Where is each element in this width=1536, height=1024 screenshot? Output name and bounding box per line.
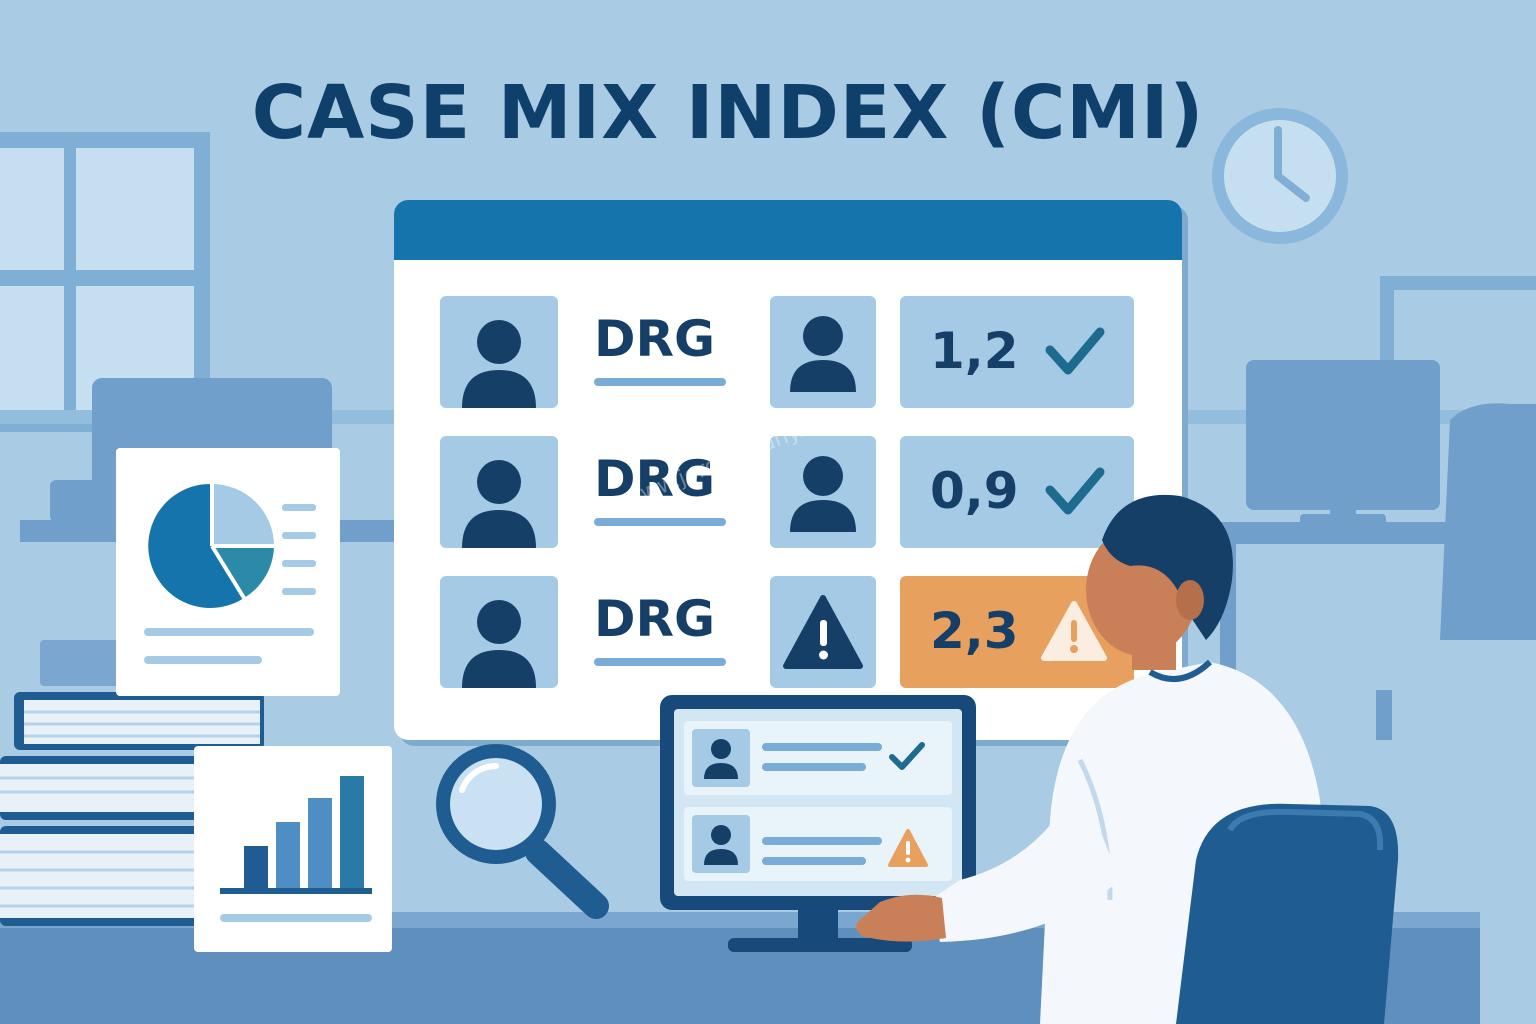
cmi-value-tile: 1,2 xyxy=(900,296,1134,408)
cmi-value-tile: 0,9 xyxy=(900,436,1134,548)
page-title: CASE MIX INDEX (CMI) xyxy=(251,70,1205,156)
person-icon xyxy=(704,739,738,779)
desktop-monitor xyxy=(660,695,976,910)
person-icon xyxy=(704,825,738,865)
drg-label: DRG xyxy=(594,310,716,368)
person-icon xyxy=(790,456,856,532)
patient-avatar xyxy=(440,436,558,548)
cmi-value: 2,3 xyxy=(930,602,1019,660)
background-chair xyxy=(1440,403,1536,640)
row-status-tile xyxy=(770,436,876,548)
person-icon xyxy=(790,316,856,392)
person-icon xyxy=(462,600,536,688)
text-placeholder-line xyxy=(594,658,726,666)
warning-icon xyxy=(783,595,863,669)
drg-row: DRG 1,2 xyxy=(440,296,1140,408)
monitor-row-graphics xyxy=(692,815,928,873)
row-status-tile xyxy=(770,576,876,688)
drg-label: DRG xyxy=(594,450,716,508)
drg-label: DRG xyxy=(594,590,716,648)
patient-avatar xyxy=(440,576,558,688)
row-status-tile xyxy=(770,296,876,408)
check-icon xyxy=(1045,467,1105,515)
dashboard-header-bar xyxy=(394,200,1182,260)
monitor-screen xyxy=(674,709,962,896)
clock-icon xyxy=(1212,108,1348,244)
monitor-record-row xyxy=(684,807,952,881)
background-monitor-right xyxy=(1246,360,1440,510)
person-icon xyxy=(462,320,536,408)
warning-icon xyxy=(888,829,928,867)
check-icon xyxy=(1045,327,1105,375)
text-placeholder-line xyxy=(594,518,726,526)
check-icon xyxy=(889,742,925,770)
drg-row: DRG 2,3 xyxy=(440,576,1140,688)
text-placeholder-line xyxy=(594,378,726,386)
drg-row: DRG 0,9 xyxy=(440,436,1140,548)
monitor-row-graphics xyxy=(692,729,925,787)
desk xyxy=(0,912,1480,1024)
background-monitor-left xyxy=(92,378,332,488)
monitor-record-row xyxy=(684,721,952,795)
warning-icon xyxy=(1041,601,1107,661)
window xyxy=(0,132,210,432)
cmi-value: 1,2 xyxy=(930,322,1019,380)
person-icon xyxy=(462,460,536,548)
cmi-value-tile-alert: 2,3 xyxy=(900,576,1134,688)
cmi-dashboard-panel: DRG 1,2 DRG xyxy=(394,200,1182,740)
patient-avatar xyxy=(440,296,558,408)
cmi-value: 0,9 xyxy=(930,462,1019,520)
